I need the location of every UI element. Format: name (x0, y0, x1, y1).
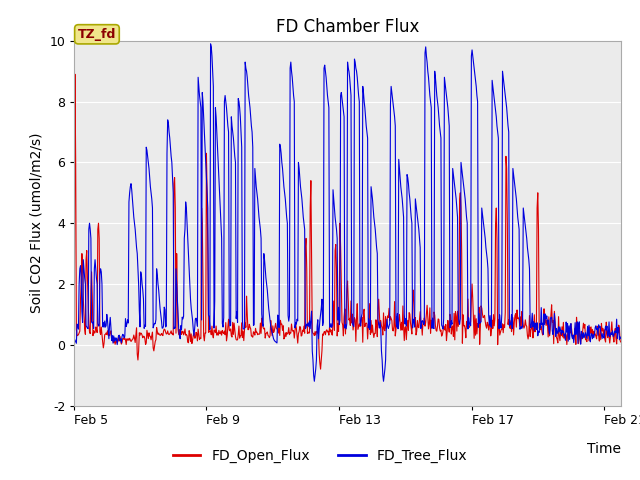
FD_Tree_Flux (70, 333, 77, 338)
FD_Tree_Flux (432, 84, 440, 89)
FD_Tree_Flux (617, 336, 625, 341)
Y-axis label: Soil CO2 Flux (umol/m2/s): Soil CO2 Flux (umol/m2/s) (30, 133, 44, 313)
FD_Open_Flux (317, 366, 324, 372)
Legend: FD_Open_Flux, FD_Tree_Flux: FD_Open_Flux, FD_Tree_Flux (167, 443, 473, 468)
FD_Open_Flux (572, 325, 579, 331)
FD_Tree_Flux (605, 319, 613, 325)
FD_Tree_Flux (310, 378, 318, 384)
FD_Tree_Flux (477, 320, 484, 325)
FD_Tree_Flux (572, 320, 579, 325)
FD_Open_Flux (477, 324, 484, 329)
FD_Tree_Flux (440, 316, 447, 322)
Line: FD_Open_Flux: FD_Open_Flux (74, 74, 621, 369)
FD_Open_Flux (440, 323, 447, 329)
FD_Open_Flux (617, 339, 625, 345)
FD_Open_Flux (372, 323, 380, 328)
FD_Tree_Flux (207, 41, 214, 47)
Text: TZ_fd: TZ_fd (78, 28, 116, 41)
FD_Open_Flux (71, 72, 79, 77)
FD_Open_Flux (70, 332, 77, 338)
Line: FD_Tree_Flux: FD_Tree_Flux (74, 44, 621, 381)
FD_Open_Flux (432, 327, 440, 333)
FD_Tree_Flux (372, 245, 380, 251)
Title: FD Chamber Flux: FD Chamber Flux (275, 18, 419, 36)
Text: Time: Time (587, 442, 621, 456)
FD_Open_Flux (605, 334, 613, 340)
